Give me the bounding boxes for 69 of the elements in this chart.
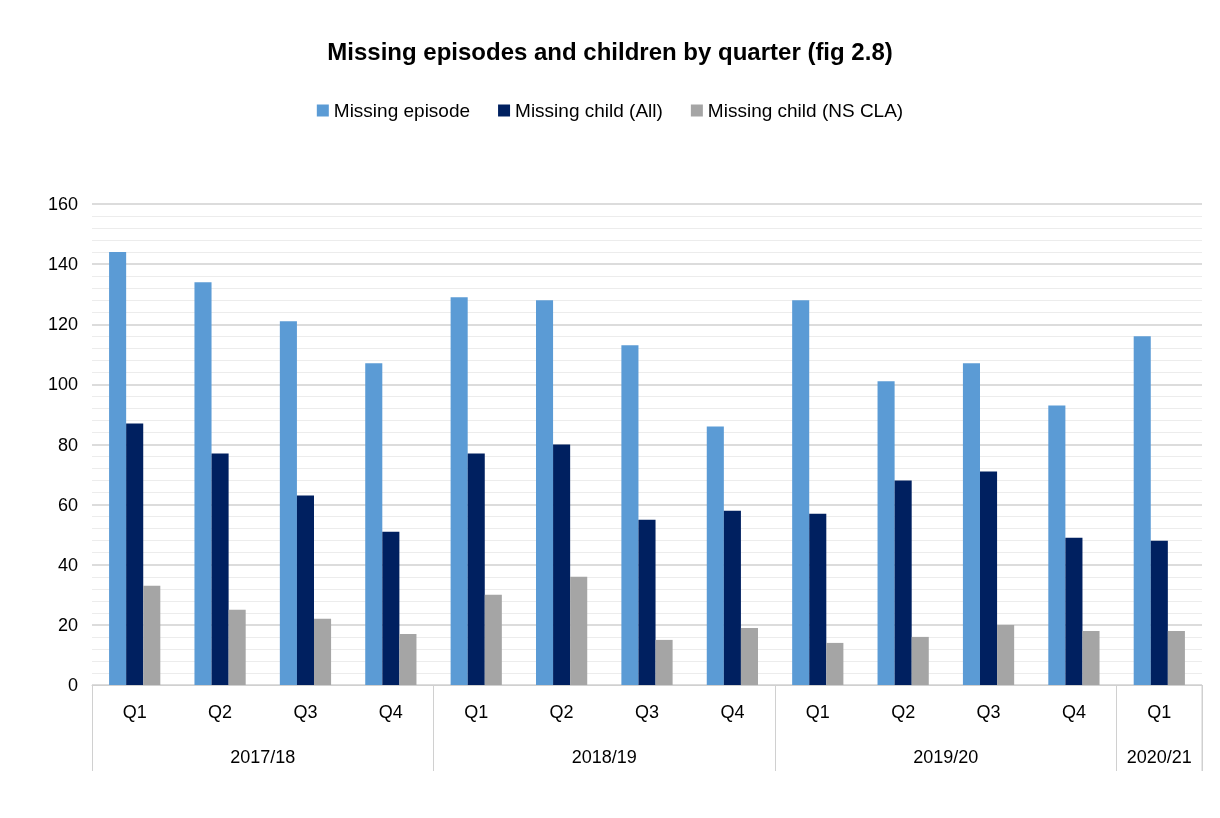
bar xyxy=(467,453,485,685)
y-tick-label: 100 xyxy=(47,374,78,395)
bar xyxy=(279,321,297,685)
x-tick-label: Q2 xyxy=(891,702,916,722)
bar xyxy=(126,423,144,685)
bar xyxy=(1133,336,1151,685)
x-tick-label: Q3 xyxy=(976,702,1001,722)
chart-title: Missing episodes and children by quarter (fig 2.8) xyxy=(327,37,893,65)
bar xyxy=(826,642,844,685)
bar xyxy=(706,426,724,685)
bar xyxy=(1150,540,1168,685)
bar xyxy=(382,531,400,685)
legend-label: Missing child (NS CLA) xyxy=(707,100,904,121)
bar xyxy=(1082,630,1100,685)
bar xyxy=(570,576,588,685)
bar xyxy=(997,624,1015,685)
bar xyxy=(365,363,383,685)
bar xyxy=(723,510,741,685)
y-tick-label: 80 xyxy=(57,434,78,455)
x-tick-label: Q4 xyxy=(1061,702,1086,722)
bar xyxy=(894,480,912,685)
bar xyxy=(621,345,639,685)
text: 2020/21 xyxy=(1126,747,1192,767)
bar xyxy=(655,639,673,685)
x-tick-label: Q3 xyxy=(634,702,660,722)
bar xyxy=(962,363,980,685)
legend-label: Missing episode xyxy=(333,100,471,121)
x-tick-label: Q4 xyxy=(378,702,403,722)
bar xyxy=(211,453,229,685)
bar xyxy=(638,519,656,685)
bar xyxy=(296,495,314,685)
bar xyxy=(877,381,895,685)
bar xyxy=(109,252,127,685)
bar xyxy=(553,444,571,685)
bar xyxy=(228,609,246,685)
x-tick-label: Q4 xyxy=(720,702,745,722)
text: 2018/19 xyxy=(571,747,637,767)
x-tick-label: Q1 xyxy=(464,702,489,722)
y-tick-label: 60 xyxy=(57,494,78,515)
bar xyxy=(1167,630,1185,685)
bar xyxy=(1048,405,1066,685)
x-tick-label: Q2 xyxy=(208,702,233,722)
bar xyxy=(143,585,161,685)
bar xyxy=(314,618,332,685)
x-tick-label: Q1 xyxy=(805,702,830,722)
y-tick-label: 0 xyxy=(67,675,78,695)
x-tick-label: Q3 xyxy=(293,702,318,722)
y-tick-label: 40 xyxy=(57,554,78,575)
bar xyxy=(911,636,929,685)
bar xyxy=(399,633,417,685)
y-tick-label: 20 xyxy=(57,614,78,635)
bar xyxy=(1065,537,1083,685)
bar xyxy=(450,297,468,685)
bar xyxy=(809,513,827,685)
bar xyxy=(536,300,554,685)
text: 2017/18 xyxy=(230,747,296,767)
bar xyxy=(484,594,502,685)
y-tick-label: 140 xyxy=(47,254,78,275)
y-tick-label: 160 xyxy=(47,194,78,214)
x-tick-label: Q1 xyxy=(1147,702,1172,722)
x-tick-label: Q2 xyxy=(549,702,574,722)
text: 2019/20 xyxy=(913,747,979,767)
y-tick-label: 120 xyxy=(47,314,78,335)
legend-label: Missing child (All) xyxy=(515,100,663,121)
bar xyxy=(194,282,212,685)
bar xyxy=(740,627,758,685)
bar xyxy=(792,300,810,685)
x-tick-label: Q1 xyxy=(122,702,147,722)
bar xyxy=(980,471,998,685)
